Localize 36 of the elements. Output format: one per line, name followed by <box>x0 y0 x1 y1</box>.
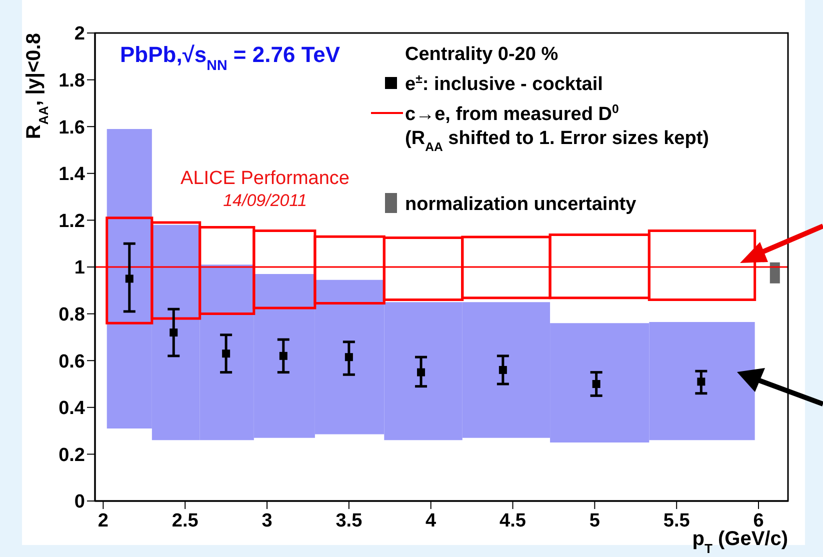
point <box>697 378 706 386</box>
y-tick-label: 1 <box>74 258 86 279</box>
x-tick-label: 5.5 <box>663 510 690 532</box>
x-tick-label: 2 <box>98 510 108 532</box>
y-tick-label: 1.4 <box>58 164 86 186</box>
y-tick-label: 0 <box>74 492 85 513</box>
x-tick-label: 3 <box>262 510 272 532</box>
point <box>344 353 353 362</box>
point <box>592 380 600 388</box>
point <box>417 368 426 376</box>
legend-label: e$^{±}$: inclusive - cocktail <box>405 72 603 95</box>
x-tick-label: 5 <box>589 510 600 532</box>
annotation: 14/09/2011 <box>223 191 307 210</box>
x-tick-label: 4 <box>426 510 437 532</box>
legend-title: Centrality 0-20 % <box>405 44 558 65</box>
y-tick-label: 0.2 <box>58 444 85 466</box>
y-tick-label: 0.8 <box>58 304 85 326</box>
x-tick-label: 2.5 <box>172 510 199 532</box>
text: PbPb,√s$_{NN}$ = 2.76 TeV <box>120 42 340 74</box>
point <box>170 328 178 337</box>
x-tick-label: 4.5 <box>500 510 526 532</box>
x-tick-label: 3.5 <box>336 510 363 532</box>
legend-label: normalization uncertainty <box>405 194 637 215</box>
y-tick-label: 1.6 <box>58 117 85 138</box>
y-tick-label: 2 <box>74 24 85 45</box>
bar <box>770 262 780 284</box>
annotation: ALICE Performance <box>180 168 350 189</box>
point <box>498 366 507 374</box>
point <box>125 274 134 283</box>
point <box>222 350 230 358</box>
y-tick-label: 1.2 <box>58 210 85 232</box>
text: c→e, from measured D$^{0}$ (R$_{AA}$ shifted to 1. Error sizes kept) <box>405 102 709 154</box>
point <box>279 352 288 360</box>
y-tick-label: 1.8 <box>58 70 85 92</box>
y-tick-label: 0.6 <box>58 351 85 372</box>
y-tick-label: 0.4 <box>58 398 86 420</box>
